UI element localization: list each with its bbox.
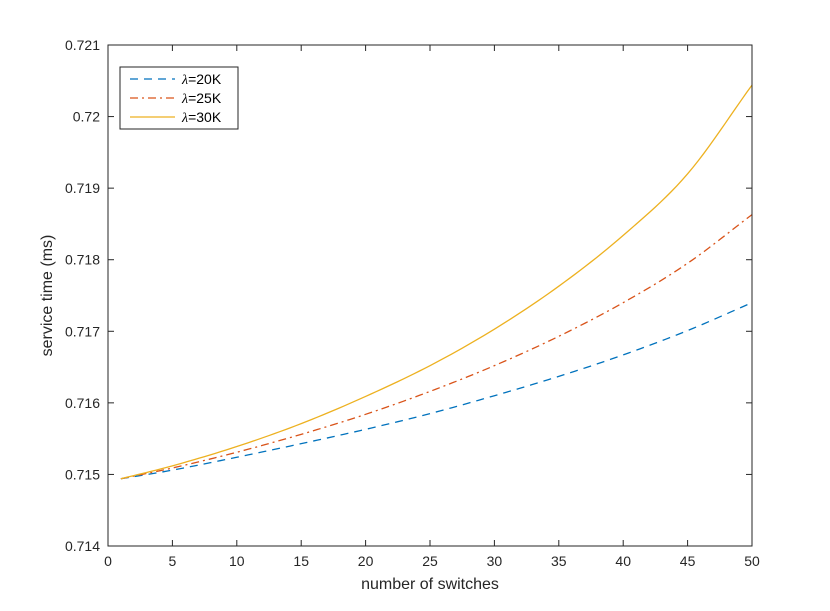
y-tick-label: 0.72 — [73, 109, 100, 125]
legend-label-value: =20K — [188, 71, 222, 87]
series-layer — [120, 84, 753, 480]
x-tick-label: 50 — [744, 553, 760, 569]
y-tick-label: 0.718 — [65, 252, 100, 268]
y-tick-label: 0.717 — [65, 323, 100, 339]
axes-layer: 0 5 10 15 20 25 30 35 40 45 50 0.714 0.715 0.716 0.717… — [65, 37, 760, 569]
x-tick-label: 35 — [551, 553, 567, 569]
lambda-symbol: λ — [181, 73, 188, 88]
y-axis-label: service time (ms) — [39, 235, 56, 357]
y-tick-label: 0.721 — [65, 37, 100, 53]
x-tick-label: 45 — [680, 553, 696, 569]
lambda-symbol: λ — [181, 111, 188, 126]
y-tick-label: 0.715 — [65, 466, 100, 482]
legend-box — [119, 66, 239, 130]
legend-label-value: =25K — [188, 90, 222, 106]
x-axis-label: number of switches — [361, 576, 499, 593]
legend-label-2: λ=25K — [181, 90, 222, 107]
x-tick-label: 5 — [169, 553, 177, 569]
legend-label-3: λ=30K — [181, 109, 222, 126]
x-tick-label: 10 — [229, 553, 245, 569]
x-tick-label: 15 — [293, 553, 309, 569]
series-line-3 — [120, 84, 753, 480]
legend-label-1: λ=20K — [181, 71, 222, 88]
y-tick-label: 0.716 — [65, 395, 100, 411]
x-tick-label: 30 — [487, 553, 503, 569]
series-line-2 — [120, 214, 753, 480]
legend-label-value: =30K — [188, 109, 222, 125]
lambda-symbol: λ — [181, 92, 188, 107]
x-tick-label: 20 — [358, 553, 374, 569]
y-tick-label: 0.714 — [65, 538, 100, 554]
x-tick-label: 0 — [104, 553, 112, 569]
y-tick-label: 0.719 — [65, 180, 100, 196]
x-tick-label: 25 — [422, 553, 438, 569]
x-tick-label: 40 — [615, 553, 631, 569]
